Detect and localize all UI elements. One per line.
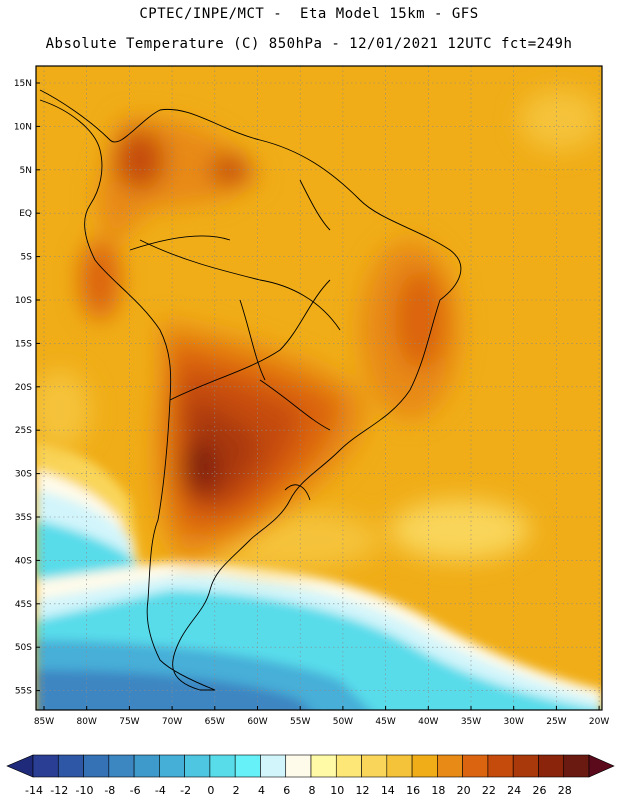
colorbar-label: -10	[76, 784, 94, 797]
colorbar-swatch	[209, 754, 236, 778]
latitude-labels: 15N 10N 5N EQ 5S 10S 15S 20S 25S 30S 35S 40S 45S 50S 5…	[14, 79, 40, 697]
lat-tick-label: 45S	[15, 600, 32, 610]
colorbar-label: -8	[104, 784, 115, 797]
lon-tick-label: 85W	[34, 717, 54, 727]
colorbar-label: -14	[25, 784, 43, 797]
colorbar-swatch	[437, 754, 463, 778]
colorbar-label: 4	[258, 784, 265, 797]
colorbar-swatch	[386, 754, 413, 778]
colorbar-label: 6	[283, 784, 290, 797]
colorbar-swatch	[133, 754, 160, 778]
lat-tick-label: 5S	[21, 253, 33, 263]
map-frame	[35, 65, 603, 711]
lon-tick-label: 80W	[77, 717, 97, 727]
colorbar-swatch	[285, 754, 312, 778]
lat-tick-label: 55S	[15, 687, 32, 697]
colorbar-label: 0	[207, 784, 214, 797]
colorbar-label: -2	[180, 784, 191, 797]
lat-tick-label: 10S	[15, 296, 32, 306]
lon-tick-label: 40W	[418, 717, 438, 727]
colorbar-label: 14	[381, 784, 395, 797]
lat-tick-label: 30S	[15, 470, 32, 480]
lat-tick-label: 10N	[14, 122, 32, 132]
colorbar-label: 2	[233, 784, 240, 797]
lon-tick-label: 50W	[333, 717, 353, 727]
lon-tick-label: 20W	[589, 717, 609, 727]
colorbar-label: 18	[431, 784, 445, 797]
lat-tick-label: EQ	[19, 209, 32, 219]
lat-lon-grid	[36, 66, 602, 710]
colorbar-label: 22	[482, 784, 496, 797]
colorbar-swatch	[260, 754, 287, 778]
map-title-line2: Absolute Temperature (C) 850hPa - 12/01/…	[45, 36, 573, 52]
colorbar-swatch	[487, 754, 514, 778]
colorbar-swatch	[563, 754, 590, 778]
map-title-line1: CPTEC/INPE/MCT - Eta Model 15km - GFS	[139, 6, 479, 22]
lon-tick-label: 65W	[205, 717, 225, 727]
colorbar-label: 8	[309, 784, 316, 797]
colorbar-swatch	[411, 754, 438, 778]
lat-tick-label: 40S	[15, 556, 32, 566]
colorbar-label: 12	[356, 784, 370, 797]
colorbar-labels: -14 -12 -10 -8 -6 -4 -2 0 2 4 6 8 10 12 14 16 18 20 22 24 26…	[25, 784, 572, 797]
colorbar-swatch	[57, 754, 84, 778]
colorbar-swatch	[32, 754, 59, 778]
colorbar-swatch	[335, 754, 362, 778]
colorbar-label: 26	[532, 784, 546, 797]
colorbar-swatch	[83, 754, 110, 778]
colorbar-swatch	[184, 754, 211, 778]
colorbar-high-arrow	[588, 754, 615, 778]
lon-tick-label: 45W	[375, 717, 395, 727]
lon-tick-label: 55W	[290, 717, 310, 727]
colorbar-label: 28	[558, 784, 572, 797]
longitude-labels: 85W 80W 75W 70W 65W 60W 55W 50W 45W 40W 35W 30W 25W 2…	[34, 706, 609, 727]
colorbar-label: 10	[330, 784, 344, 797]
lon-tick-label: 25W	[546, 717, 566, 727]
colorbar-swatch	[361, 754, 388, 778]
colorbar-label: -4	[155, 784, 166, 797]
lon-tick-label: 30W	[504, 717, 524, 727]
lon-tick-label: 35W	[461, 717, 481, 727]
colorbar-low-arrow	[6, 754, 34, 778]
colorbar-swatch	[108, 754, 135, 778]
lat-tick-label: 50S	[15, 643, 32, 653]
colorbar-swatch	[512, 754, 539, 778]
colorbar	[6, 754, 615, 778]
lat-tick-label: 25S	[15, 426, 32, 436]
lat-tick-label: 20S	[15, 383, 32, 393]
lat-tick-label: 5N	[20, 166, 32, 176]
lat-tick-label: 15N	[14, 79, 32, 89]
colorbar-label: -12	[50, 784, 68, 797]
colorbar-label: -6	[130, 784, 141, 797]
lon-tick-label: 60W	[247, 717, 267, 727]
colorbar-label: 16	[406, 784, 420, 797]
colorbar-swatch	[159, 754, 185, 778]
colorbar-swatch	[234, 754, 261, 778]
lon-tick-label: 75W	[119, 717, 139, 727]
lat-tick-label: 35S	[15, 513, 32, 523]
colorbar-label: 20	[457, 784, 471, 797]
lat-tick-label: 15S	[15, 339, 32, 349]
colorbar-label: 24	[507, 784, 521, 797]
colorbar-swatch	[462, 754, 489, 778]
colorbar-swatch	[538, 754, 565, 778]
continent-outline	[39, 89, 462, 691]
colorbar-swatch	[310, 754, 337, 778]
lon-tick-label: 70W	[162, 717, 182, 727]
